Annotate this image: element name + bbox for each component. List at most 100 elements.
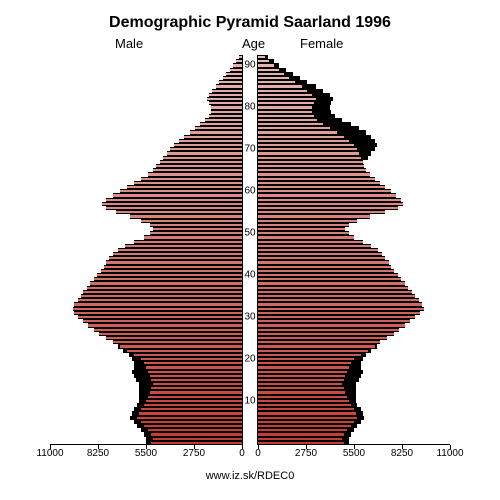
chart-container: Demographic Pyramid Saarland 1996 Male A… bbox=[0, 0, 500, 500]
female-bar-front bbox=[258, 240, 363, 244]
female-bar-row bbox=[258, 323, 450, 327]
female-bar-row bbox=[258, 244, 450, 248]
female-bar-row bbox=[258, 390, 450, 394]
female-bar-row bbox=[258, 365, 450, 369]
male-bar-row bbox=[50, 181, 242, 185]
male-bar-front bbox=[153, 437, 242, 441]
male-bar-row bbox=[50, 273, 242, 277]
female-bar-front bbox=[258, 126, 330, 130]
female-bar-row bbox=[258, 177, 450, 181]
female-bar-row bbox=[258, 206, 450, 210]
male-bar-row bbox=[50, 59, 242, 63]
male-bar-row bbox=[50, 143, 242, 147]
female-bar-front bbox=[258, 105, 312, 109]
male-bar-row bbox=[50, 156, 242, 160]
male-bar-front bbox=[153, 227, 242, 231]
female-bar-row bbox=[258, 273, 450, 277]
female-bar-front bbox=[258, 399, 349, 403]
male-bar-front bbox=[219, 80, 242, 84]
female-bar-row bbox=[258, 311, 450, 315]
male-bar-row bbox=[50, 407, 242, 411]
male-bar-front bbox=[151, 386, 242, 390]
female-bar-front bbox=[258, 386, 344, 390]
female-bar-front bbox=[258, 80, 295, 84]
male-bar-front bbox=[160, 160, 242, 164]
x-tick-label: 5500 bbox=[135, 448, 157, 459]
male-bar-row bbox=[50, 424, 242, 428]
female-bar-front bbox=[258, 432, 344, 436]
male-bar-front bbox=[141, 420, 242, 424]
female-bar-row bbox=[258, 76, 450, 80]
female-bar-front bbox=[258, 416, 357, 420]
male-bar-row bbox=[50, 89, 242, 93]
female-bar-front bbox=[258, 202, 403, 206]
male-bar-front bbox=[179, 139, 242, 143]
male-bar-row bbox=[50, 328, 242, 332]
male-bar-front bbox=[146, 365, 242, 369]
male-bar-row bbox=[50, 399, 242, 403]
male-bar-front bbox=[97, 273, 242, 277]
female-bar-row bbox=[258, 231, 450, 235]
male-bar-row bbox=[50, 114, 242, 118]
male-bar-row bbox=[50, 223, 242, 227]
female-bar-front bbox=[258, 340, 380, 344]
male-bar-front bbox=[106, 336, 242, 340]
male-bar-row bbox=[50, 122, 242, 126]
female-bar-row bbox=[258, 156, 450, 160]
male-bar-front bbox=[106, 260, 242, 264]
male-bar-front bbox=[120, 344, 242, 348]
female-bar-row bbox=[258, 403, 450, 407]
female-bar-front bbox=[258, 349, 368, 353]
male-bar-row bbox=[50, 378, 242, 382]
female-bar-front bbox=[258, 281, 405, 285]
male-bar-row bbox=[50, 411, 242, 415]
female-bar-front bbox=[258, 219, 357, 223]
male-bar-row bbox=[50, 244, 242, 248]
female-bar-front bbox=[258, 181, 380, 185]
male-bar-row bbox=[50, 252, 242, 256]
female-bar-row bbox=[258, 437, 450, 441]
male-bar-front bbox=[148, 370, 242, 374]
male-bar-row bbox=[50, 357, 242, 361]
age-ticks: 102030405060708090 bbox=[242, 55, 258, 445]
male-bar-front bbox=[120, 189, 242, 193]
male-bar-front bbox=[87, 286, 242, 290]
female-bar-front bbox=[258, 357, 354, 361]
male-bar-front bbox=[226, 72, 242, 76]
age-tick-label: 60 bbox=[242, 186, 258, 197]
female-bar-front bbox=[258, 378, 344, 382]
male-bar-front bbox=[139, 411, 242, 415]
male-bar-row bbox=[50, 416, 242, 420]
female-bar-front bbox=[258, 101, 314, 105]
female-bar-front bbox=[258, 395, 347, 399]
male-bar-front bbox=[148, 428, 242, 432]
male-bar-row bbox=[50, 344, 242, 348]
male-bar-front bbox=[212, 89, 242, 93]
male-bar-front bbox=[74, 302, 242, 306]
female-bar-front bbox=[258, 403, 351, 407]
female-bar-front bbox=[258, 63, 274, 67]
male-bar-front bbox=[125, 244, 242, 248]
male-bar-row bbox=[50, 307, 242, 311]
male-bar-front bbox=[118, 248, 242, 252]
male-bar-row bbox=[50, 260, 242, 264]
female-bar-row bbox=[258, 164, 450, 168]
male-bar-row bbox=[50, 240, 242, 244]
female-bar-front bbox=[258, 185, 385, 189]
male-bar-row bbox=[50, 319, 242, 323]
female-bar-front bbox=[258, 390, 345, 394]
male-bar-row bbox=[50, 370, 242, 374]
male-bar-row bbox=[50, 256, 242, 260]
male-bar-front bbox=[102, 202, 242, 206]
female-bar-front bbox=[258, 147, 357, 151]
female-bar-row bbox=[258, 139, 450, 143]
male-bar-front bbox=[109, 256, 242, 260]
age-tick-label: 20 bbox=[242, 354, 258, 365]
male-bar-front bbox=[236, 59, 242, 63]
male-bar-front bbox=[167, 151, 242, 155]
female-bar-front bbox=[258, 110, 312, 114]
male-bar-row bbox=[50, 390, 242, 394]
female-bar-front bbox=[258, 164, 364, 168]
x-tick-label: 0 bbox=[239, 448, 245, 459]
male-bar-row bbox=[50, 437, 242, 441]
